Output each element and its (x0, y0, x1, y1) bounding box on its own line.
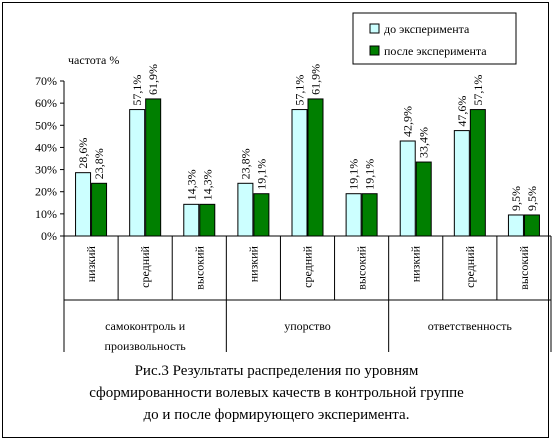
data-label: 19,1% (254, 159, 268, 190)
data-label: 9,5% (509, 186, 523, 211)
bar (145, 98, 162, 237)
data-label: 33,4% (417, 127, 431, 158)
x-tick-label: низкий (409, 245, 423, 282)
x-tick-label: средний (301, 245, 315, 287)
y-tick-label: 20% (35, 185, 57, 199)
group-label: ответственность (428, 319, 513, 333)
x-tick-label: высокий (517, 245, 531, 289)
bar (91, 182, 108, 237)
group-label: самоконтроль и (105, 319, 186, 333)
data-label: 42,9% (401, 106, 415, 137)
caption-line-1: Рис.3 Результаты распределения по уровня… (134, 363, 419, 379)
bar (237, 182, 254, 237)
bar-chart: до эксперимента после эксперимента частот… (35, 12, 552, 353)
legend-swatch (369, 45, 380, 56)
bar (129, 109, 146, 237)
data-label: 57,1% (293, 75, 307, 106)
bar (469, 109, 486, 237)
bar (307, 98, 324, 237)
group-label: произвольность (105, 339, 187, 353)
x-tick-label: низкий (246, 245, 260, 282)
y-tick-label: 10% (35, 207, 57, 221)
bar (345, 193, 362, 237)
bar (453, 130, 470, 237)
data-label: 57,1% (471, 75, 485, 106)
data-label: 9,5% (525, 186, 539, 211)
data-label: 61,9% (309, 64, 323, 95)
data-label: 47,6% (455, 96, 469, 127)
y-tick-label: 70% (35, 74, 57, 88)
y-tick-label: 50% (35, 118, 57, 132)
data-label: 19,1% (363, 159, 377, 190)
bar (399, 140, 416, 237)
bar (507, 214, 524, 237)
data-label: 57,1% (130, 75, 144, 106)
caption-line-3: до и после формирующего эксперимента. (143, 407, 410, 423)
legend-swatch (369, 23, 380, 34)
bar (75, 172, 92, 237)
x-tick-label: средний (463, 245, 477, 287)
legend-box (352, 12, 517, 65)
legend-label: после эксперимента (384, 44, 487, 58)
legend-label: до эксперимента (384, 22, 470, 36)
y-tick-label: 30% (35, 163, 57, 177)
y-tick-label: 60% (35, 96, 57, 110)
caption-line-2: сформированности волевых качеств в контр… (89, 385, 464, 401)
data-label: 28,6% (76, 138, 90, 169)
y-tick-label: 40% (35, 140, 57, 154)
figure-caption: Рис.3 Результаты распределения по уровня… (0, 360, 553, 426)
bar (291, 109, 308, 237)
x-tick-label: высокий (355, 245, 369, 289)
x-tick-label: средний (138, 245, 152, 287)
data-label: 19,1% (347, 159, 361, 190)
bar (199, 203, 216, 237)
bar (253, 193, 270, 237)
bar (183, 203, 200, 237)
legend: до эксперимента после эксперимента (352, 12, 517, 65)
y-axis-title: частота % (68, 53, 119, 67)
x-tick-label: низкий (84, 245, 98, 282)
data-label: 61,9% (146, 64, 160, 95)
group-label: упорство (284, 319, 331, 333)
bar (415, 161, 432, 237)
x-tick-label: высокий (192, 245, 206, 289)
data-label: 14,3% (184, 169, 198, 200)
bar (361, 193, 378, 237)
data-label: 14,3% (200, 169, 214, 200)
y-tick-label: 0% (41, 229, 57, 243)
bar (523, 214, 540, 237)
data-label: 23,8% (92, 148, 106, 179)
data-label: 23,8% (238, 148, 252, 179)
